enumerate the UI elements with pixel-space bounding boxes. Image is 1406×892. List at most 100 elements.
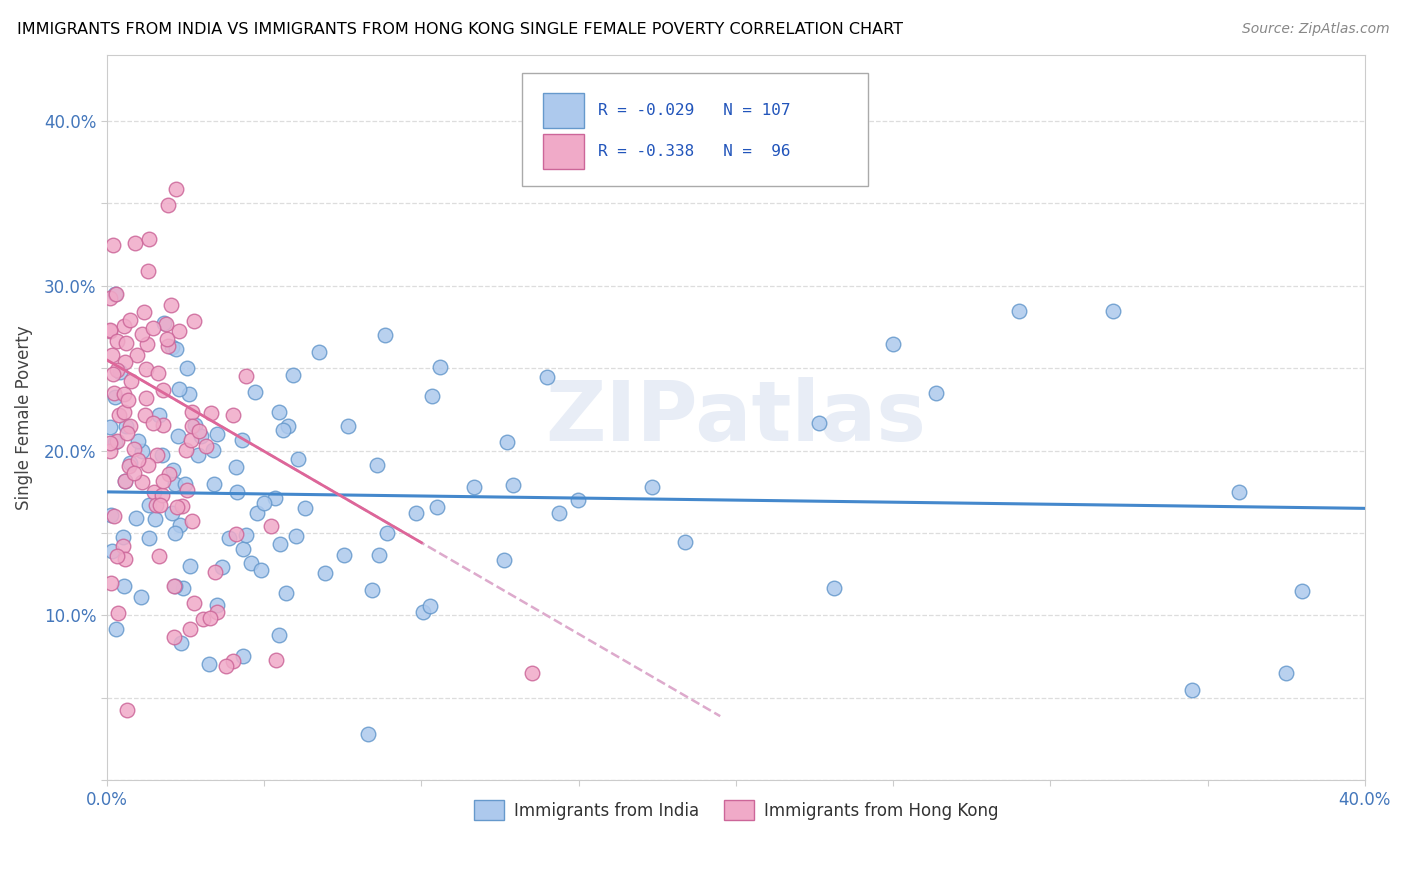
Point — [218, 532, 240, 546]
Point — [145, 498, 167, 512]
Point — [183, 314, 205, 328]
Point — [152, 384, 174, 398]
Point — [405, 506, 427, 520]
Point — [231, 434, 253, 448]
Point — [222, 408, 245, 422]
Point — [111, 530, 134, 544]
Point — [156, 198, 179, 212]
Point — [163, 579, 186, 593]
Point — [148, 408, 170, 422]
Point — [225, 527, 247, 541]
Point — [114, 354, 136, 368]
Point — [138, 532, 160, 546]
Point — [155, 332, 177, 346]
Point — [143, 512, 166, 526]
Text: ZIPatlas: ZIPatlas — [546, 377, 927, 458]
Point — [112, 405, 135, 419]
Point — [118, 458, 141, 473]
Point — [108, 365, 131, 379]
Bar — [544, 134, 583, 169]
Point — [162, 506, 184, 520]
Point — [246, 506, 269, 520]
Point — [235, 528, 257, 542]
Point — [188, 424, 211, 438]
Point — [146, 448, 169, 462]
Point — [103, 237, 125, 252]
Point — [152, 417, 174, 432]
Point — [1275, 666, 1298, 681]
Point — [536, 370, 558, 384]
Point — [172, 581, 194, 595]
Point — [114, 475, 136, 489]
Point — [426, 500, 449, 515]
Point — [103, 508, 125, 523]
Point — [502, 478, 524, 492]
Point — [1008, 303, 1031, 318]
Point — [135, 391, 157, 405]
Point — [419, 599, 441, 613]
Point — [138, 232, 160, 246]
Point — [567, 492, 589, 507]
Point — [125, 348, 148, 362]
Point — [412, 606, 434, 620]
Point — [100, 575, 122, 590]
Point — [200, 611, 222, 625]
Point — [103, 385, 125, 400]
Point — [314, 566, 336, 580]
Point — [285, 529, 308, 543]
Point — [198, 657, 221, 671]
Point — [191, 611, 214, 625]
Point — [156, 338, 179, 352]
Point — [183, 596, 205, 610]
Point — [170, 636, 193, 650]
Point — [180, 433, 202, 447]
Point — [169, 382, 191, 396]
Point — [374, 328, 396, 343]
Point — [823, 581, 845, 595]
Point — [332, 548, 354, 562]
Point — [693, 138, 716, 153]
Text: R = -0.029   N = 107: R = -0.029 N = 107 — [598, 103, 790, 118]
Point — [215, 659, 238, 673]
Point — [377, 525, 399, 540]
Point — [808, 416, 831, 430]
Point — [107, 606, 129, 620]
Point — [115, 703, 138, 717]
Point — [1291, 583, 1313, 598]
Point — [308, 345, 330, 359]
Point — [129, 590, 152, 604]
Point — [1102, 303, 1125, 318]
Point — [1227, 484, 1250, 499]
Point — [98, 419, 121, 434]
Point — [287, 451, 309, 466]
Point — [136, 337, 159, 351]
Point — [181, 418, 204, 433]
Point — [98, 324, 121, 338]
Point — [274, 586, 297, 600]
Point — [367, 549, 389, 563]
Point — [115, 336, 138, 351]
Point — [180, 404, 202, 418]
Point — [118, 419, 141, 434]
Point — [232, 649, 254, 664]
Point — [205, 599, 228, 613]
FancyBboxPatch shape — [522, 73, 868, 186]
Point — [122, 466, 145, 480]
Point — [153, 316, 176, 330]
Point — [160, 297, 183, 311]
Point — [1181, 682, 1204, 697]
Point — [187, 448, 209, 462]
Point — [105, 623, 128, 637]
Point — [114, 579, 136, 593]
Point — [167, 429, 190, 443]
Point — [98, 443, 121, 458]
Point — [337, 419, 360, 434]
Point — [115, 425, 138, 440]
Text: Source: ZipAtlas.com: Source: ZipAtlas.com — [1241, 22, 1389, 37]
Point — [148, 549, 170, 563]
Point — [264, 491, 287, 506]
Point — [179, 622, 201, 636]
Legend: Immigrants from India, Immigrants from Hong Kong: Immigrants from India, Immigrants from H… — [467, 794, 1005, 826]
Point — [146, 366, 169, 380]
Point — [641, 480, 664, 494]
